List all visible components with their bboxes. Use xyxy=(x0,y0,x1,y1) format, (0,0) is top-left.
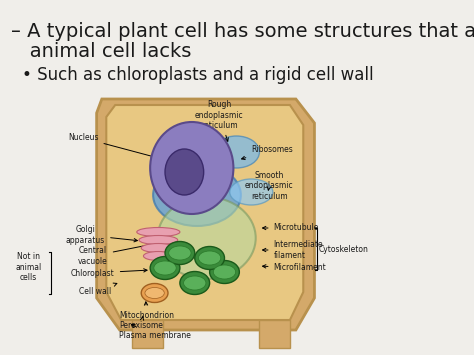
Ellipse shape xyxy=(169,246,191,260)
Text: Mitochondrion: Mitochondrion xyxy=(119,302,174,320)
Text: Microtubule: Microtubule xyxy=(263,224,319,233)
Text: Not in
animal
cells: Not in animal cells xyxy=(15,252,41,282)
Polygon shape xyxy=(97,99,314,330)
Text: Rough
endoplasmic
reticulum: Rough endoplasmic reticulum xyxy=(195,100,244,141)
Polygon shape xyxy=(106,105,303,320)
Ellipse shape xyxy=(213,136,259,168)
Ellipse shape xyxy=(199,251,221,265)
Ellipse shape xyxy=(165,241,195,264)
Ellipse shape xyxy=(141,244,175,252)
Ellipse shape xyxy=(150,122,233,214)
Text: Golgi
apparatus: Golgi apparatus xyxy=(66,225,137,245)
Ellipse shape xyxy=(139,235,178,245)
Ellipse shape xyxy=(165,149,204,195)
Text: Ribosomes: Ribosomes xyxy=(242,146,293,160)
Text: Peroxisome: Peroxisome xyxy=(119,316,163,331)
Ellipse shape xyxy=(144,251,173,261)
Text: Central
vacuole: Central vacuole xyxy=(78,243,155,266)
Text: animal cell lacks: animal cell lacks xyxy=(11,42,191,61)
Ellipse shape xyxy=(195,246,225,269)
Bar xyxy=(132,320,163,348)
Ellipse shape xyxy=(153,164,241,226)
Ellipse shape xyxy=(154,261,176,275)
Ellipse shape xyxy=(137,228,180,236)
Bar xyxy=(259,320,290,348)
Ellipse shape xyxy=(213,265,236,279)
Text: Intermediate
filament: Intermediate filament xyxy=(263,240,323,260)
Text: Microfilament: Microfilament xyxy=(263,263,326,273)
Ellipse shape xyxy=(230,179,273,205)
Ellipse shape xyxy=(210,261,239,284)
Text: Nucleus: Nucleus xyxy=(68,133,155,158)
Text: Smooth
endoplasmic
reticulum: Smooth endoplasmic reticulum xyxy=(245,171,293,201)
Ellipse shape xyxy=(180,272,210,295)
Text: Cytoskeleton: Cytoskeleton xyxy=(318,245,368,253)
Ellipse shape xyxy=(183,276,206,290)
Text: Chloroplast: Chloroplast xyxy=(71,268,147,278)
Ellipse shape xyxy=(141,284,168,302)
Text: Plasma membrane: Plasma membrane xyxy=(119,324,191,339)
Text: Cell wall: Cell wall xyxy=(79,283,117,296)
Ellipse shape xyxy=(145,288,164,299)
Ellipse shape xyxy=(157,197,255,279)
Text: – A typical plant cell has some structures that an: – A typical plant cell has some structur… xyxy=(11,22,474,41)
Ellipse shape xyxy=(150,257,180,279)
Text: • Such as chloroplasts and a rigid cell wall: • Such as chloroplasts and a rigid cell … xyxy=(22,66,374,84)
